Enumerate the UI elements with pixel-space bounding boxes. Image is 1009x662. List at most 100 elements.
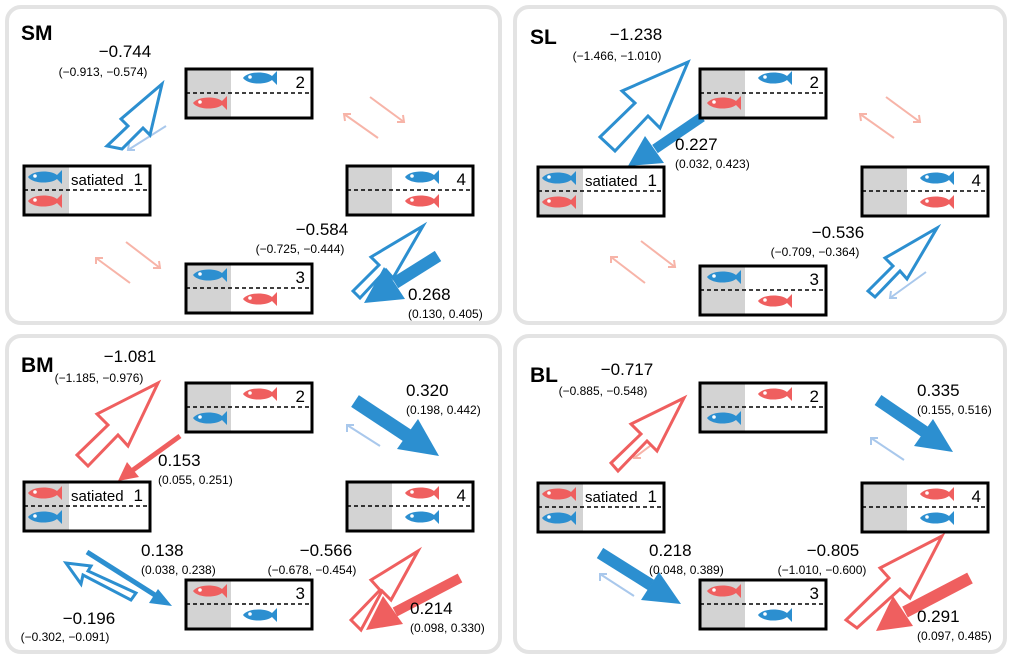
confidence-interval: (0.130, 0.405) xyxy=(408,307,483,321)
coefficient-value: 0.218 xyxy=(649,541,692,560)
fish-icon xyxy=(920,195,954,209)
coefficient-value: −1.081 xyxy=(104,347,156,366)
coefficient-value: 0.214 xyxy=(410,599,453,618)
confidence-interval: (0.048, 0.389) xyxy=(649,563,724,577)
state-box-3: 3 xyxy=(698,264,828,317)
panel-title: BM xyxy=(21,354,54,377)
solid-arrow xyxy=(85,549,172,606)
state-number: 4 xyxy=(457,486,466,505)
state-box-3: 3 xyxy=(184,578,314,631)
panel-title: SL xyxy=(530,26,557,49)
fish-icon xyxy=(243,292,277,306)
panel-title: BL xyxy=(530,364,558,387)
solid-arrow xyxy=(351,395,439,456)
panel-bl: BL xyxy=(513,334,1007,654)
satiated-label: satiated xyxy=(71,488,124,505)
confidence-interval: (−1.466, −1.010) xyxy=(573,49,662,63)
confidence-interval: (0.032, 0.423) xyxy=(675,157,750,171)
faint-arrow xyxy=(95,96,406,284)
panel-border xyxy=(513,5,1007,325)
coefficient-value: 0.227 xyxy=(675,135,718,154)
satiated-label: satiated xyxy=(71,172,124,189)
solid-arrow xyxy=(874,395,953,452)
confidence-interval: (0.155, 0.516) xyxy=(917,403,992,417)
hollow-arrow xyxy=(608,394,688,474)
state-box-2: 2 xyxy=(698,67,828,120)
confidence-interval: (0.098, 0.330) xyxy=(410,621,485,635)
satiated-label: satiated xyxy=(585,173,638,190)
state-number: 4 xyxy=(457,170,466,189)
state-number: 1 xyxy=(648,171,657,190)
fish-icon xyxy=(920,511,954,525)
faint-arrow xyxy=(599,437,905,597)
transition-arrows xyxy=(95,79,442,303)
solid-arrow xyxy=(596,547,681,604)
panel-border xyxy=(5,5,502,325)
fish-icon xyxy=(920,487,954,501)
confidence-interval: (−0.678, −0.454) xyxy=(268,563,357,577)
coefficient-value: −0.584 xyxy=(296,220,348,239)
transition-arrows xyxy=(62,379,463,633)
solid-arrow xyxy=(366,573,463,630)
confidence-interval: (−1.010, −0.600) xyxy=(778,563,867,577)
state-number: 2 xyxy=(810,387,819,406)
coefficient-value: −0.536 xyxy=(812,223,864,242)
state-box-4: 4 xyxy=(860,481,990,534)
coefficient-value: −0.744 xyxy=(99,42,151,61)
transition-arrows xyxy=(597,59,942,300)
confidence-interval: (−0.725, −0.444) xyxy=(256,242,345,256)
state-box-4: 4 xyxy=(345,480,475,533)
coefficient-value: 0.320 xyxy=(406,381,449,400)
hollow-arrow xyxy=(597,59,691,154)
panel-bm: BM xyxy=(5,334,502,654)
fish-icon xyxy=(758,608,792,622)
confidence-interval: (0.055, 0.251) xyxy=(158,473,233,487)
solid-arrow xyxy=(628,112,705,166)
state-number: 4 xyxy=(972,487,981,506)
fish-icon xyxy=(405,194,439,208)
fish-icon xyxy=(758,387,792,401)
coefficient-value: −0.805 xyxy=(807,541,859,560)
hollow-arrow xyxy=(865,223,942,300)
fish-icon xyxy=(405,486,439,500)
state-number: 3 xyxy=(296,268,305,287)
faint-arrow xyxy=(126,125,167,151)
solid-arrow xyxy=(364,250,442,303)
fish-icon xyxy=(405,510,439,524)
coefficient-value: −1.238 xyxy=(610,25,662,44)
panel-sm: SM xyxy=(5,5,502,325)
hollow-arrow xyxy=(103,79,165,151)
fish-icon xyxy=(758,294,792,308)
state-number: 2 xyxy=(810,73,819,92)
hollow-arrow xyxy=(843,532,946,630)
state-number: 1 xyxy=(134,486,143,505)
coefficient-value: −0.196 xyxy=(63,609,115,628)
confidence-interval: (−0.913, −0.574) xyxy=(59,65,148,79)
state-number: 3 xyxy=(810,270,819,289)
state-box-1: satiated 1 xyxy=(22,480,152,533)
state-box-2: 2 xyxy=(184,67,314,120)
coefficient-value: −0.717 xyxy=(601,360,653,379)
solid-arrow xyxy=(876,572,973,631)
faint-arrow xyxy=(888,271,927,299)
solid-arrow xyxy=(118,433,182,481)
coefficient-value: −0.566 xyxy=(300,541,352,560)
state-box-4: 4 xyxy=(860,165,990,218)
fish-icon xyxy=(920,171,954,185)
coefficient-value: 0.138 xyxy=(141,541,184,560)
satiated-label: satiated xyxy=(585,489,638,506)
coefficient-value: 0.291 xyxy=(917,607,960,626)
state-number: 3 xyxy=(296,584,305,603)
state-number: 3 xyxy=(810,584,819,603)
panel-border xyxy=(5,334,502,654)
confidence-interval: (0.038, 0.238) xyxy=(141,563,216,577)
coefficient-value: 0.268 xyxy=(408,285,451,304)
hollow-arrow xyxy=(74,379,162,469)
fish-icon xyxy=(243,71,277,85)
state-box-1: satiated 1 xyxy=(536,165,666,218)
state-box-3: 3 xyxy=(184,262,314,315)
transition-arrows xyxy=(596,394,973,631)
hollow-arrow xyxy=(62,561,139,602)
